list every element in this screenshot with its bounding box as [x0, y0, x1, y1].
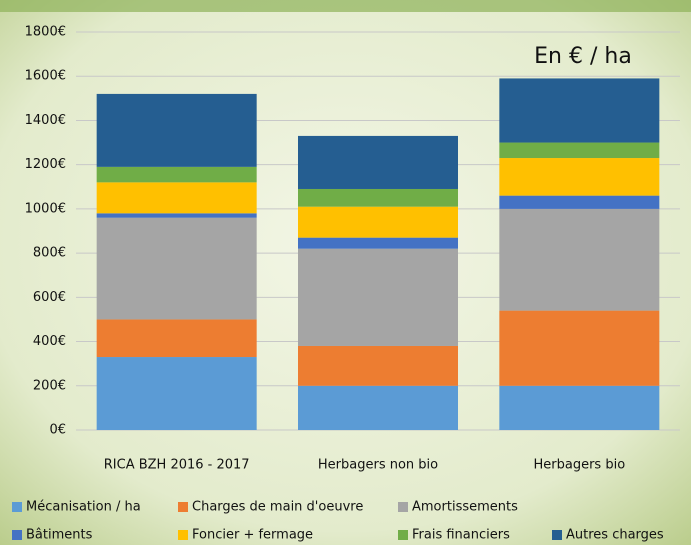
bar-segment: [499, 78, 660, 143]
x-tick-label: Herbagers non bio: [318, 458, 438, 473]
x-tick-label: Herbagers bio: [534, 458, 626, 473]
legend-swatch: [552, 530, 562, 540]
y-tick-label: 600€: [33, 290, 66, 305]
y-tick-label: 800€: [33, 246, 66, 261]
y-tick-label: 1000€: [25, 201, 66, 216]
bar-segment: [96, 357, 257, 430]
bar-segment: [298, 237, 458, 249]
bar-segment: [298, 188, 458, 207]
y-tick-label: 1800€: [25, 25, 66, 40]
bar-segment: [499, 310, 660, 386]
y-tick-label: 0€: [49, 423, 66, 438]
legend-label: Bâtiments: [26, 528, 93, 543]
bar-segment: [499, 208, 660, 311]
bar-segment: [499, 385, 660, 430]
bar-segment: [298, 206, 458, 238]
bar-segment: [298, 135, 458, 189]
y-tick-label: 400€: [33, 334, 66, 349]
bar-segment: [499, 158, 660, 196]
bar-segment: [96, 182, 257, 214]
legend-label: Foncier + fermage: [192, 528, 313, 543]
legend-label: Charges de main d'oeuvre: [192, 500, 363, 515]
legend-swatch: [398, 502, 408, 512]
legend-swatch: [398, 530, 408, 540]
grass-strip: [0, 0, 691, 12]
bar-segment: [298, 248, 458, 346]
y-tick-label: 1600€: [25, 69, 66, 84]
bar-segment: [96, 93, 257, 167]
y-tick-label: 1400€: [25, 113, 66, 128]
y-tick-label: 1200€: [25, 157, 66, 172]
legend-label: Frais financiers: [412, 528, 510, 543]
bar-segment: [96, 217, 257, 320]
legend-swatch: [178, 502, 188, 512]
bar-segment: [298, 345, 458, 386]
bar-segment: [499, 195, 660, 209]
bar-segment: [96, 319, 257, 358]
legend-swatch: [12, 530, 22, 540]
y-tick-label: 200€: [33, 378, 66, 393]
annotation: En € / ha: [534, 44, 632, 69]
legend-label: Autres charges: [566, 528, 664, 543]
legend-label: Amortissements: [412, 500, 518, 515]
legend-swatch: [12, 502, 22, 512]
bar-segment: [96, 166, 257, 183]
bar-segment: [298, 385, 458, 430]
bar-segment: [96, 213, 257, 218]
x-tick-label: RICA BZH 2016 - 2017: [104, 458, 250, 473]
legend-swatch: [178, 530, 188, 540]
bar-segment: [499, 142, 660, 159]
legend-label: Mécanisation / ha: [26, 500, 141, 515]
